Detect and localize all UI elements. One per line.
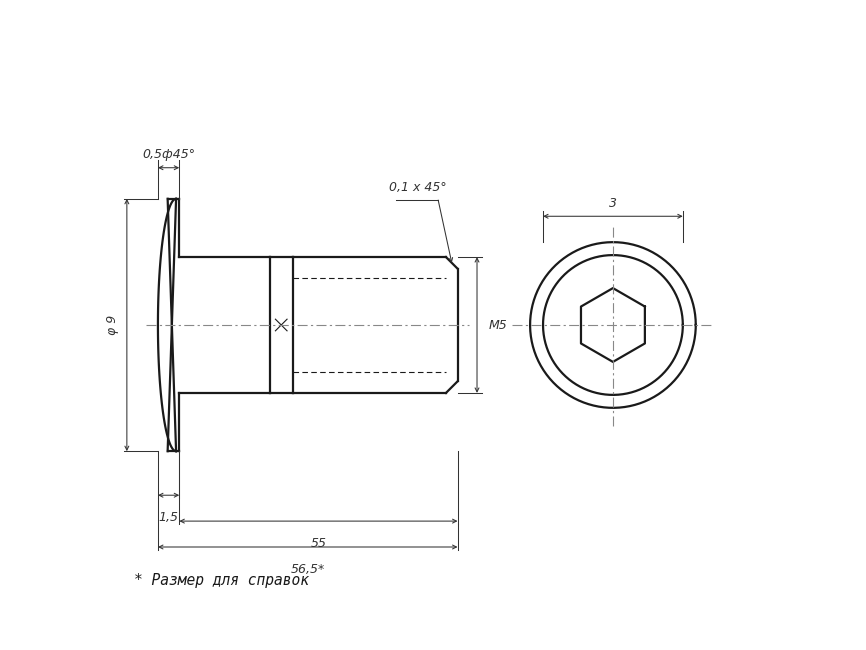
Text: M5: M5 <box>488 318 507 332</box>
Text: φ 9: φ 9 <box>107 315 120 335</box>
Text: 0,1 х 45°: 0,1 х 45° <box>389 181 446 194</box>
Text: 3: 3 <box>609 197 617 210</box>
Text: 1,5: 1,5 <box>158 512 178 525</box>
Text: 56,5*: 56,5* <box>291 563 325 576</box>
Text: 55: 55 <box>310 538 326 551</box>
Text: 0,5ф45°: 0,5ф45° <box>142 148 195 161</box>
Text: * Размер для справок: * Размер для справок <box>134 573 309 588</box>
